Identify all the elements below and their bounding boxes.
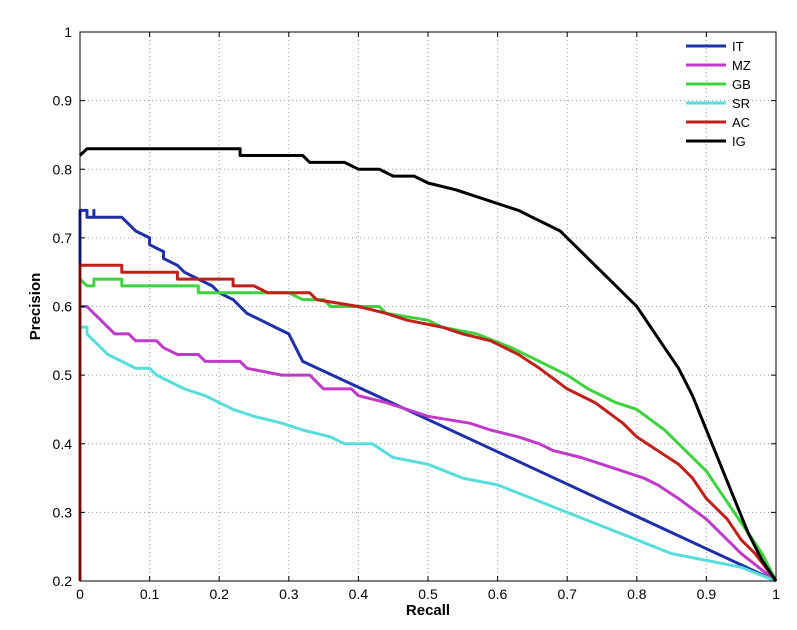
x-tick-label: 0.7 xyxy=(557,586,577,602)
series-line-ac xyxy=(78,263,778,582)
legend: IT MZ GB SR AC IG xyxy=(686,39,751,149)
legend-label-it: IT xyxy=(732,39,744,54)
x-tick-label: 0.4 xyxy=(349,586,369,602)
series-lines xyxy=(78,147,778,583)
y-tick-label: 0.8 xyxy=(53,161,73,177)
legend-label-ig: IG xyxy=(732,134,746,149)
y-tick-label: 0.7 xyxy=(53,230,73,246)
series-line-sr xyxy=(80,325,777,583)
x-axis-title: Recall xyxy=(406,602,450,619)
series-line-mz xyxy=(80,305,777,583)
axis-ticks: 0 0.1 0.2 0.3 0.4 0.5 0.6 0.7 0.8 0.9 1 0.2 0.3 0.4 0.… xyxy=(53,24,781,602)
x-tick-label: 0.2 xyxy=(209,586,229,602)
y-axis-title: Precision xyxy=(27,273,44,341)
y-tick-label: 0.6 xyxy=(53,299,73,315)
x-tick-label: 0.5 xyxy=(418,586,438,602)
grid xyxy=(80,32,776,581)
y-tick-label: 0.9 xyxy=(53,93,73,109)
x-tick-label: 0.3 xyxy=(279,586,299,602)
y-tick-label: 1 xyxy=(64,24,72,40)
x-tick-label: 0.1 xyxy=(140,586,160,602)
series-line-ig xyxy=(78,147,778,582)
x-tick-label: 0 xyxy=(76,586,84,602)
x-tick-label: 0.6 xyxy=(488,586,508,602)
legend-label-ac: AC xyxy=(732,115,750,130)
y-tick-label: 0.5 xyxy=(53,367,73,383)
y-tick-label: 0.2 xyxy=(53,573,73,589)
x-tick-label: 1 xyxy=(772,586,780,602)
y-tick-label: 0.4 xyxy=(53,436,73,452)
x-tick-label: 0.8 xyxy=(627,586,647,602)
legend-label-sr: SR xyxy=(732,96,750,111)
y-tick-label: 0.3 xyxy=(53,504,73,520)
x-tick-label: 0.9 xyxy=(697,586,717,602)
legend-label-gb: GB xyxy=(732,77,751,92)
legend-label-mz: MZ xyxy=(732,58,751,73)
series-line-it xyxy=(78,208,777,583)
